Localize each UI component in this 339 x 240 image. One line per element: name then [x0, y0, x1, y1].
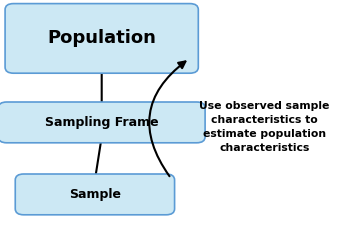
Text: Use observed sample
characteristics to
estimate population
characteristics: Use observed sample characteristics to e… [199, 101, 330, 153]
Text: Sample: Sample [69, 188, 121, 201]
FancyBboxPatch shape [0, 102, 205, 143]
FancyBboxPatch shape [5, 4, 198, 73]
FancyBboxPatch shape [15, 174, 175, 215]
Text: Sampling Frame: Sampling Frame [45, 116, 159, 129]
Text: Population: Population [47, 30, 156, 48]
